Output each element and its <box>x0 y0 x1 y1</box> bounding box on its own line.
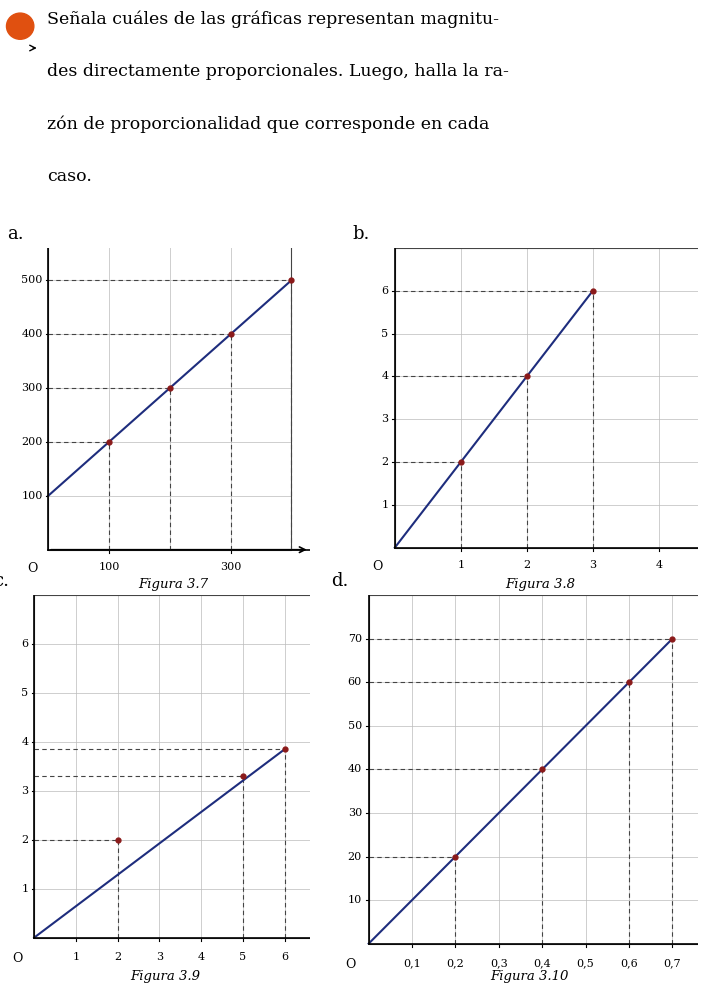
Text: d.: d. <box>331 572 348 590</box>
Text: 3: 3 <box>21 786 28 796</box>
Text: 0,2: 0,2 <box>446 958 464 968</box>
Text: 5: 5 <box>21 688 28 698</box>
Text: 1: 1 <box>21 884 28 894</box>
Text: 3: 3 <box>156 952 163 962</box>
Text: 300: 300 <box>220 562 241 572</box>
Text: 300: 300 <box>22 383 42 393</box>
Text: 1: 1 <box>457 560 464 570</box>
Ellipse shape <box>6 13 34 40</box>
Text: 2: 2 <box>382 457 389 467</box>
Text: 4: 4 <box>382 371 389 381</box>
Text: 3: 3 <box>382 415 389 425</box>
Text: 30: 30 <box>348 807 362 818</box>
Text: 1: 1 <box>382 500 389 510</box>
Text: Figura 3.9: Figura 3.9 <box>130 970 201 983</box>
Text: 400: 400 <box>22 329 42 339</box>
Text: 0,6: 0,6 <box>620 958 638 968</box>
Text: 0,5: 0,5 <box>577 958 595 968</box>
Text: 3: 3 <box>589 560 596 570</box>
Text: 20: 20 <box>348 851 362 861</box>
Text: caso.: caso. <box>47 168 91 186</box>
Text: 6: 6 <box>281 952 288 962</box>
Text: 100: 100 <box>22 491 42 501</box>
Text: 2: 2 <box>21 835 28 845</box>
Text: 5: 5 <box>382 328 389 338</box>
Text: b.: b. <box>353 225 370 243</box>
Text: Figura 3.10: Figura 3.10 <box>490 970 568 983</box>
Text: zón de proporcionalidad que corresponde en cada: zón de proporcionalidad que corresponde … <box>47 116 489 133</box>
Text: 2: 2 <box>523 560 531 570</box>
Text: 0,1: 0,1 <box>403 958 421 968</box>
Text: O: O <box>372 560 382 573</box>
Text: O: O <box>12 952 22 965</box>
Text: 60: 60 <box>348 678 362 687</box>
Text: 2: 2 <box>114 952 121 962</box>
Text: 0,7: 0,7 <box>664 958 681 968</box>
Text: c.: c. <box>0 572 9 590</box>
Text: O: O <box>345 958 355 971</box>
Text: 500: 500 <box>22 276 42 286</box>
Text: 6: 6 <box>21 639 28 649</box>
Text: 40: 40 <box>348 765 362 775</box>
Text: 50: 50 <box>348 721 362 731</box>
Text: Figura 3.8: Figura 3.8 <box>505 578 575 591</box>
Text: 4: 4 <box>655 560 662 570</box>
Text: 6: 6 <box>382 286 389 296</box>
Text: O: O <box>27 562 37 575</box>
Text: 200: 200 <box>22 436 42 447</box>
Text: 70: 70 <box>348 634 362 644</box>
Text: 10: 10 <box>348 895 362 905</box>
Text: Figura 3.7: Figura 3.7 <box>138 578 208 591</box>
Text: 0,3: 0,3 <box>490 958 508 968</box>
Text: 1: 1 <box>72 952 79 962</box>
Text: des directamente proporcionales. Luego, halla la ra-: des directamente proporcionales. Luego, … <box>47 63 508 80</box>
Bar <box>48 226 292 550</box>
Text: a.: a. <box>7 225 24 243</box>
Text: Señala cuáles de las gráficas representan magnitu-: Señala cuáles de las gráficas representa… <box>47 11 499 29</box>
Text: 4: 4 <box>197 952 204 962</box>
Text: 100: 100 <box>98 562 120 572</box>
Text: 0,4: 0,4 <box>534 958 551 968</box>
Text: 5: 5 <box>239 952 246 962</box>
Text: 4: 4 <box>21 737 28 747</box>
